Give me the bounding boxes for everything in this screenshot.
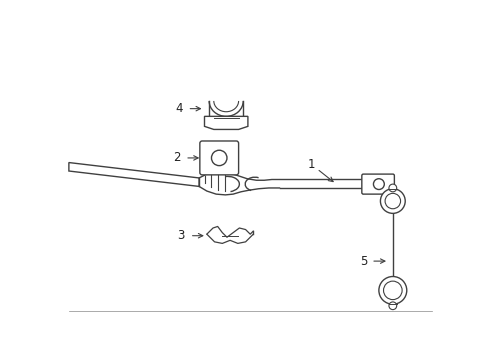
Circle shape (378, 276, 406, 304)
Circle shape (388, 302, 396, 310)
Text: 2: 2 (172, 152, 180, 165)
Circle shape (373, 179, 384, 189)
Text: 1: 1 (307, 158, 315, 171)
Circle shape (380, 189, 405, 213)
Circle shape (384, 193, 400, 209)
Circle shape (388, 184, 396, 192)
Polygon shape (69, 163, 199, 186)
Text: 5: 5 (359, 255, 366, 267)
Circle shape (383, 281, 401, 300)
FancyBboxPatch shape (361, 174, 393, 194)
FancyBboxPatch shape (200, 141, 238, 175)
Polygon shape (204, 116, 247, 130)
Text: 4: 4 (175, 102, 183, 115)
Circle shape (211, 150, 226, 166)
Text: 3: 3 (177, 229, 184, 242)
